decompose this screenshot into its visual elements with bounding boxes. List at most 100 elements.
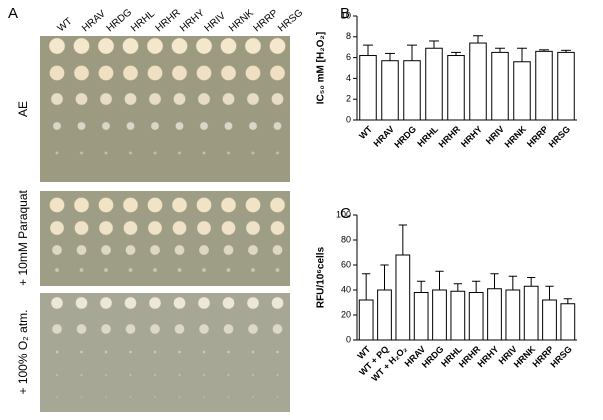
colony-spot — [222, 296, 235, 310]
colony-spot — [276, 373, 279, 377]
x-tick-label: HRNK — [503, 124, 529, 150]
colony-spot — [227, 373, 230, 377]
strain-label: HRNK — [227, 7, 256, 34]
colony-spot — [222, 92, 235, 106]
colony-spot — [128, 151, 133, 155]
colony-spot — [220, 197, 237, 213]
x-tick-label: HRDG — [392, 124, 418, 150]
panel-label: B — [340, 5, 350, 22]
y-tick-label: 0 — [346, 114, 351, 124]
colony-spot — [226, 350, 231, 354]
colony-spot — [98, 220, 114, 236]
colony-spot — [196, 197, 212, 213]
colony-spot — [80, 395, 83, 399]
colony-spot — [79, 267, 84, 273]
colony-spot — [175, 121, 184, 131]
strain-label: HRDG — [105, 7, 135, 34]
colony-spot — [199, 121, 209, 131]
colony-spot — [269, 197, 286, 213]
bar — [395, 254, 411, 341]
colony-spot — [73, 65, 90, 81]
colony-spot — [50, 296, 64, 310]
x-tick-label: HRSG — [547, 124, 572, 149]
colony-spot — [80, 373, 83, 377]
bar — [432, 289, 447, 341]
x-tick-label: HRHY — [459, 124, 484, 149]
y-tick-label: 4 — [346, 73, 351, 83]
colony-spot — [99, 92, 113, 106]
colony-spot — [98, 197, 114, 213]
colony-spot — [153, 151, 157, 155]
colony-spot — [272, 323, 283, 335]
colony-spot — [101, 121, 111, 131]
colony-spot — [178, 373, 181, 377]
colony-spot — [174, 244, 185, 256]
colony-spot — [55, 373, 59, 377]
colony-spot — [147, 65, 163, 81]
x-tick-label: HRHL — [415, 124, 440, 149]
colony-spot — [174, 323, 185, 335]
colony-spot — [275, 267, 280, 273]
colony-spot — [73, 197, 90, 213]
colony-spot — [75, 92, 88, 106]
colony-spot — [173, 92, 186, 106]
y-tick-label: 6 — [346, 52, 351, 62]
colony-spot — [54, 267, 60, 273]
y-tick-label: 40 — [341, 284, 351, 294]
colony-spot — [245, 65, 261, 81]
colony-spot — [55, 350, 59, 354]
colony-spot — [122, 197, 139, 213]
colony-spot — [150, 121, 160, 131]
y-tick-label: 60 — [341, 259, 351, 269]
colony-spot — [149, 323, 161, 335]
colony-spot — [251, 151, 255, 155]
strain-label: HRHY — [178, 7, 207, 34]
bar — [403, 60, 421, 121]
bar — [491, 51, 509, 121]
colony-spot — [104, 373, 108, 377]
bar — [358, 299, 374, 341]
colony-spot — [202, 373, 206, 377]
colony-spot — [55, 151, 59, 155]
condition-label: + 100% O₂ atm. — [16, 309, 30, 394]
colony-spot — [223, 323, 234, 335]
bar — [359, 55, 377, 121]
colony-spot — [247, 244, 259, 256]
colony-spot — [128, 350, 133, 354]
bar — [469, 42, 487, 121]
colony-spot — [153, 350, 157, 354]
colony-spot — [245, 220, 261, 236]
strain-label: HRIV — [203, 10, 229, 34]
strain-label: HRHR — [154, 7, 183, 34]
colony-spot — [171, 37, 188, 55]
colony-spot — [272, 244, 283, 256]
bar — [413, 292, 429, 341]
colony-spot — [227, 395, 230, 399]
bar — [447, 55, 465, 121]
colony-spot — [271, 296, 284, 310]
x-tick-label: HRRP — [525, 124, 550, 149]
bar — [505, 289, 521, 341]
colony-spot — [146, 37, 164, 55]
colony-spot — [198, 323, 210, 335]
colony-spot — [269, 65, 286, 81]
colony-spot — [103, 267, 109, 273]
bar — [381, 60, 399, 121]
colony-spot — [251, 373, 255, 377]
colony-spot — [250, 267, 256, 273]
colony-spot — [99, 296, 113, 310]
strain-label: HRAV — [80, 8, 108, 34]
colony-spot — [220, 65, 237, 81]
colony-spot — [125, 244, 136, 256]
colony-spot — [202, 395, 206, 399]
colony-spot — [49, 65, 65, 81]
colony-spot — [202, 151, 206, 155]
colony-spot — [201, 267, 207, 273]
colony-spot — [147, 197, 163, 213]
colony-spot — [177, 151, 182, 155]
bar — [487, 288, 502, 341]
colony-spot — [247, 323, 259, 335]
colony-spot — [248, 121, 258, 131]
colony-spot — [220, 37, 237, 55]
y-tick-label: 2 — [346, 94, 351, 104]
